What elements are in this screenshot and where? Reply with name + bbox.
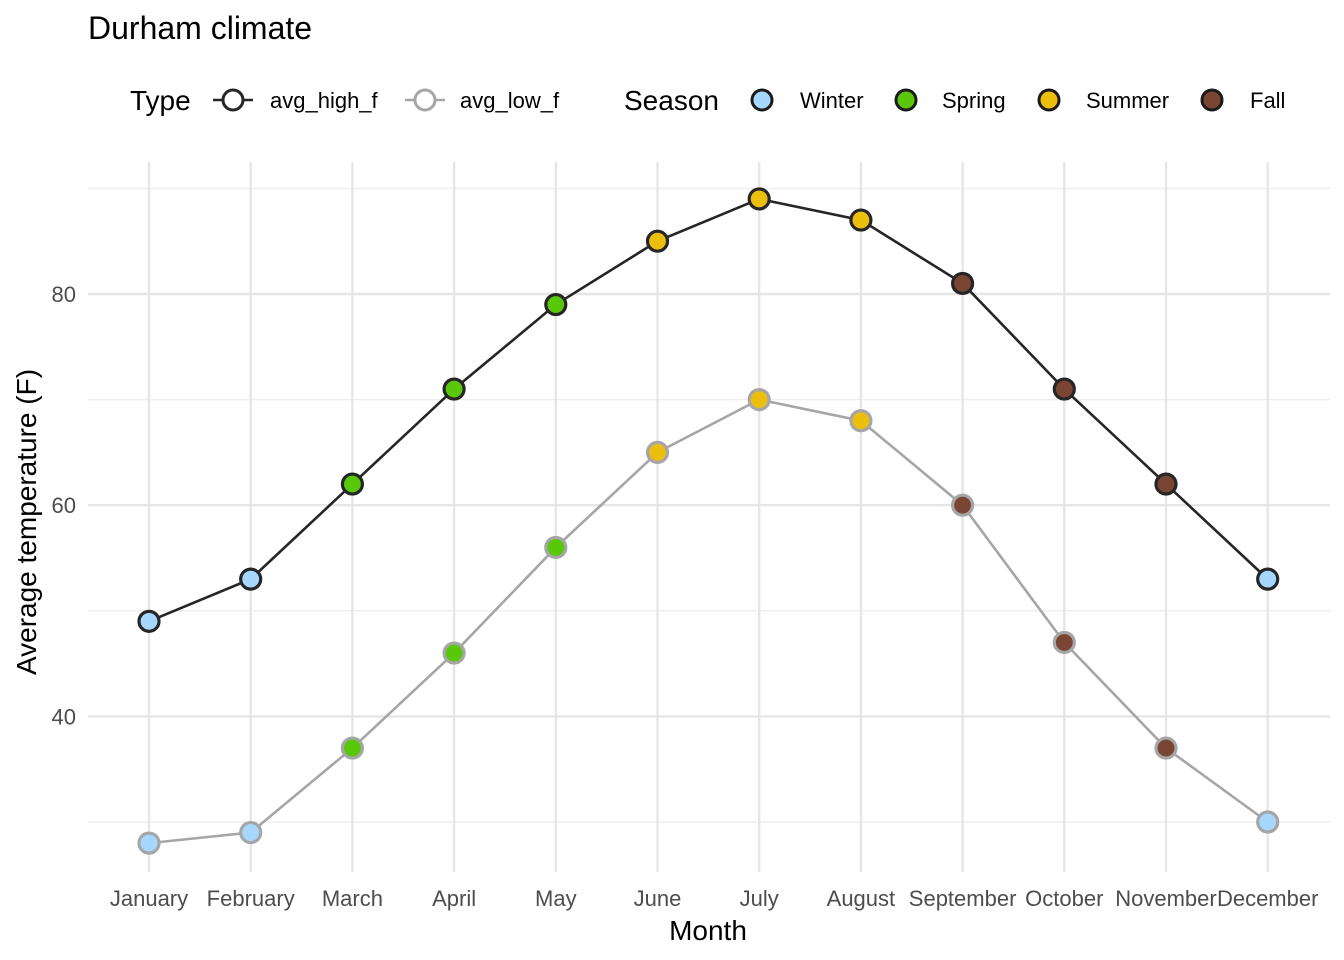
- legend-label-fall: Fall: [1250, 88, 1285, 113]
- legend-key-spring: [894, 88, 918, 112]
- point-avg-low-f-september: [950, 493, 975, 517]
- point-avg-high-f-december: [1256, 567, 1280, 591]
- legend-label-avg-low: avg_low_f: [460, 88, 560, 113]
- legend-label-summer: Summer: [1086, 88, 1169, 113]
- legend-label-avg-high: avg_high_f: [270, 88, 379, 113]
- y-tick-label: 60: [52, 493, 76, 518]
- point-avg-low-f-april: [442, 641, 466, 665]
- x-tick-label: December: [1217, 886, 1318, 911]
- y-tick-label: 80: [52, 282, 76, 307]
- x-tick-label: October: [1025, 886, 1103, 911]
- legend-key-avg-high: [213, 88, 253, 112]
- legend-key-circle: [413, 88, 437, 112]
- point-avg-high-f-september: [950, 271, 975, 296]
- point-avg-high-f-may: [544, 292, 568, 317]
- y-axis-ticks: 40 60 80: [52, 282, 76, 729]
- y-tick-label: 40: [52, 704, 76, 729]
- legend-label-winter: Winter: [800, 88, 864, 113]
- point-avg-low-f-may: [544, 535, 568, 560]
- point-avg-low-f-october: [1052, 630, 1076, 655]
- point-avg-high-f-november: [1154, 472, 1178, 496]
- point-avg-high-f-april: [442, 377, 466, 401]
- x-axis-ticks: January February March April May June July Augu…: [110, 886, 1319, 911]
- series-line-avg-high-f: [148, 197, 1269, 623]
- legend-key-circle: [221, 88, 245, 112]
- legend-key-avg-low: [405, 88, 445, 112]
- series-line-avg-low-f: [148, 398, 1269, 845]
- point-avg-low-f-august: [849, 409, 873, 433]
- series-lines: [148, 197, 1269, 845]
- legend-label-spring: Spring: [942, 88, 1006, 113]
- point-avg-low-f-june: [645, 440, 670, 464]
- x-tick-label: April: [432, 886, 476, 911]
- point-avg-high-f-february: [239, 567, 263, 591]
- legend-key-fall: [1200, 88, 1224, 112]
- series-points: [137, 187, 1280, 855]
- plot-grid: [88, 162, 1330, 872]
- point-avg-high-f-january: [137, 609, 161, 633]
- point-avg-high-f-august: [849, 208, 873, 232]
- point-avg-high-f-october: [1052, 377, 1076, 401]
- x-tick-label: May: [535, 886, 577, 911]
- x-axis-title: Month: [669, 915, 747, 946]
- legend-type-title: Type: [130, 85, 191, 116]
- x-tick-label: June: [634, 886, 682, 911]
- point-avg-high-f-june: [645, 229, 670, 253]
- x-tick-label: February: [207, 886, 295, 911]
- x-tick-label: March: [322, 886, 383, 911]
- point-avg-low-f-february: [239, 820, 263, 845]
- point-avg-low-f-december: [1256, 810, 1280, 834]
- point-avg-high-f-march: [340, 472, 364, 496]
- point-avg-low-f-july: [747, 388, 771, 412]
- x-tick-label: January: [110, 886, 188, 911]
- x-tick-label: September: [909, 886, 1017, 911]
- legend-key-summer: [1037, 88, 1061, 112]
- y-axis-title: Average temperature (F): [11, 369, 42, 675]
- x-tick-label: August: [827, 886, 896, 911]
- legend: Type avg_high_f avg_low_f Season Winter …: [130, 85, 1285, 116]
- point-avg-low-f-november: [1154, 736, 1178, 760]
- chart-title: Durham climate: [88, 10, 312, 46]
- legend-season-title: Season: [624, 85, 719, 116]
- point-avg-high-f-july: [747, 187, 771, 211]
- x-tick-label: July: [740, 886, 779, 911]
- legend-key-winter: [750, 88, 774, 112]
- point-avg-low-f-march: [340, 736, 364, 760]
- x-tick-label: November: [1115, 886, 1216, 911]
- point-avg-low-f-january: [137, 831, 161, 855]
